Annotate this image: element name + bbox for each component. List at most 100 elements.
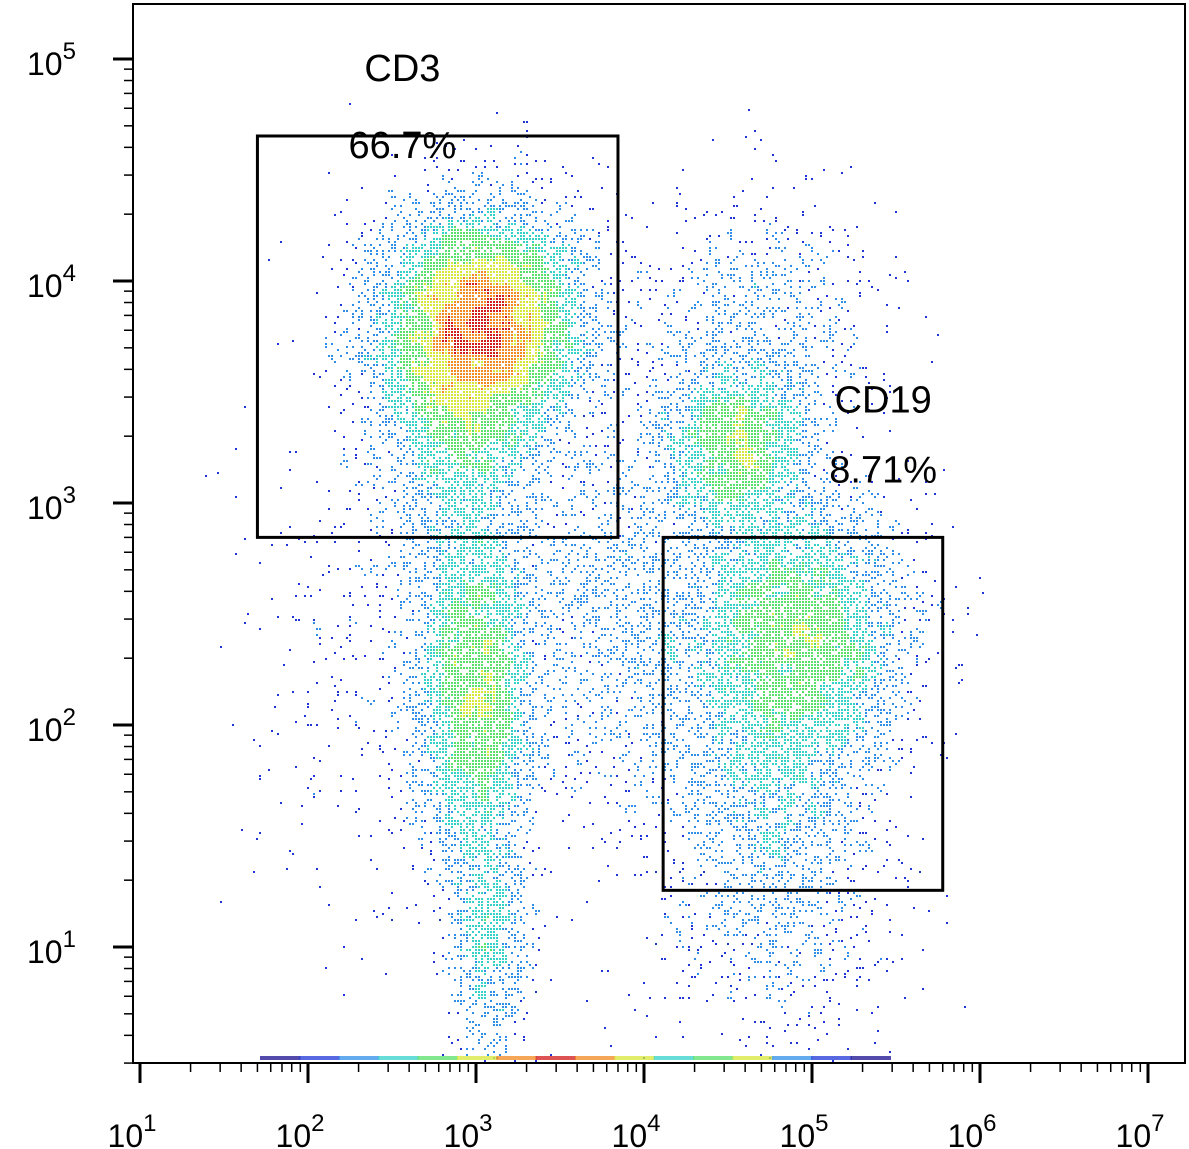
scatter-point <box>790 352 792 354</box>
scatter-point <box>835 298 837 300</box>
scatter-point <box>358 316 360 318</box>
scatter-point <box>349 358 351 360</box>
scatter-point <box>835 394 837 396</box>
scatter-point <box>505 388 507 390</box>
scatter-point <box>496 271 498 273</box>
scatter-point <box>418 349 420 351</box>
scatter-point <box>547 307 549 309</box>
scatter-point <box>433 331 435 333</box>
scatter-point <box>454 250 456 252</box>
scatter-point <box>529 289 531 291</box>
scatter-point <box>463 331 465 333</box>
scatter-point <box>493 319 495 321</box>
scatter-point <box>808 271 810 273</box>
scatter-point <box>376 265 378 267</box>
scatter-point <box>547 370 549 372</box>
scatter-point <box>736 346 738 348</box>
scatter-point <box>517 175 519 177</box>
scatter-point <box>760 313 762 315</box>
scatter-point <box>535 199 537 201</box>
scatter-point <box>445 301 447 303</box>
scatter-point <box>766 367 768 369</box>
scatter-point <box>346 328 348 330</box>
scatter-point <box>565 316 567 318</box>
scatter-point <box>793 385 795 387</box>
scatter-point <box>553 370 555 372</box>
scatter-point <box>460 385 462 387</box>
scatter-point <box>478 286 480 288</box>
scatter-point <box>520 340 522 342</box>
scatter-point <box>394 349 396 351</box>
scatter-point <box>523 241 525 243</box>
scatter-point <box>571 205 573 207</box>
scatter-point <box>406 247 408 249</box>
scatter-point <box>412 262 414 264</box>
scatter-point <box>544 295 546 297</box>
scatter-point <box>802 367 804 369</box>
scatter-point <box>487 376 489 378</box>
scatter-point <box>736 256 738 258</box>
scatter-point <box>427 388 429 390</box>
scatter-point <box>379 229 381 231</box>
scatter-point <box>493 301 495 303</box>
scatter-point <box>469 259 471 261</box>
scatter-point <box>379 292 381 294</box>
scatter-point <box>487 235 489 237</box>
scatter-point <box>523 292 525 294</box>
scatter-point <box>487 310 489 312</box>
scatter-point <box>748 337 750 339</box>
scatter-point <box>532 391 534 393</box>
scatter-point <box>343 310 345 312</box>
scatter-point <box>403 262 405 264</box>
scatter-point <box>592 340 594 342</box>
scatter-point <box>583 343 585 345</box>
scatter-point <box>505 304 507 306</box>
scatter-point <box>478 253 480 255</box>
scatter-point <box>868 382 870 384</box>
scatter-point <box>580 385 582 387</box>
scatter-point <box>424 364 426 366</box>
scatter-point <box>463 286 465 288</box>
scatter-point <box>757 358 759 360</box>
scatter-point <box>442 271 444 273</box>
scatter-point <box>805 379 807 381</box>
scatter-point <box>367 262 369 264</box>
scatter-point <box>412 373 414 375</box>
scatter-point <box>691 400 693 402</box>
scatter-point <box>478 313 480 315</box>
scatter-point <box>574 229 576 231</box>
scatter-point <box>748 352 750 354</box>
scatter-point <box>592 208 594 210</box>
scatter-point <box>439 304 441 306</box>
scatter-point <box>412 361 414 363</box>
scatter-point <box>541 307 543 309</box>
scatter-point <box>388 256 390 258</box>
scatter-point <box>490 226 492 228</box>
scatter-point <box>487 307 489 309</box>
scatter-point <box>541 391 543 393</box>
scatter-point <box>376 364 378 366</box>
scatter-point <box>388 331 390 333</box>
scatter-point <box>517 193 519 195</box>
scatter-point <box>598 262 600 264</box>
scatter-point <box>469 406 471 408</box>
scatter-point <box>775 394 777 396</box>
scatter-point <box>715 262 717 264</box>
scatter-point <box>463 289 465 291</box>
scatter-point <box>436 349 438 351</box>
scatter-point <box>550 259 552 261</box>
scatter-point <box>493 325 495 327</box>
scatter-point <box>550 271 552 273</box>
scatter-point <box>538 370 540 372</box>
scatter-point <box>775 217 777 219</box>
scatter-point <box>370 244 372 246</box>
scatter-point <box>574 262 576 264</box>
scatter-point <box>445 349 447 351</box>
scatter-point <box>823 361 825 363</box>
scatter-point <box>727 304 729 306</box>
scatter-point <box>535 268 537 270</box>
scatter-point <box>547 397 549 399</box>
scatter-point <box>754 397 756 399</box>
scatter-point <box>463 307 465 309</box>
scatter-point <box>556 343 558 345</box>
